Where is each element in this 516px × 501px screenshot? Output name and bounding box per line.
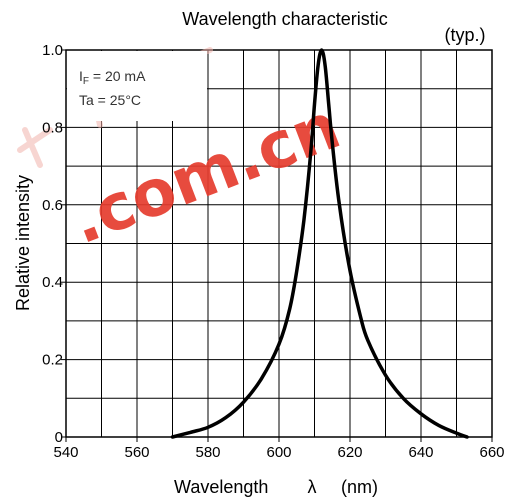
watermark-faint-stroke (22, 127, 43, 168)
y-tick-label: 0.2 (42, 352, 63, 369)
conditions-box-background (67, 51, 207, 121)
y-tick-label: 0.6 (42, 197, 63, 214)
conditions-box: IF = 20 mA Ta = 25°C (67, 51, 207, 121)
watermark-faint-stroke (17, 127, 53, 153)
x-tick-label: 560 (124, 444, 149, 461)
tick-labels: 540 560 580 600 620 640 660 0 0.2 0.4 0.6 0.8 1.0 (42, 42, 504, 461)
x-tick-label: 660 (479, 444, 504, 461)
x-tick-label: 640 (408, 444, 433, 461)
y-tick-label: 0 (55, 429, 63, 446)
x-axis-label-symbol: λ (308, 477, 317, 497)
condition-text: Ta = 25°C (79, 92, 141, 108)
x-tick-label: 580 (195, 444, 220, 461)
x-tick-label: 620 (337, 444, 362, 461)
y-tick-label: 0.4 (42, 274, 63, 291)
x-tick-label: 600 (266, 444, 291, 461)
grid (66, 50, 492, 437)
spectrum-curve-group (170, 48, 469, 439)
x-tick-label: 540 (53, 444, 78, 461)
y-tick-label: 0.8 (42, 119, 63, 136)
x-axis-label-main: Wavelength (174, 477, 268, 497)
condition-text: IF = 20 mA (79, 68, 146, 87)
x-axis-label-unit: (nm) (341, 477, 378, 497)
typical-note: (typ.) (444, 25, 485, 45)
y-tick-label: 1.0 (42, 42, 63, 59)
axes (61, 49, 493, 442)
spectrum-curve (170, 48, 469, 439)
chart-title: Wavelength characteristic (182, 9, 387, 29)
y-axis-label: Relative intensity (13, 175, 33, 311)
